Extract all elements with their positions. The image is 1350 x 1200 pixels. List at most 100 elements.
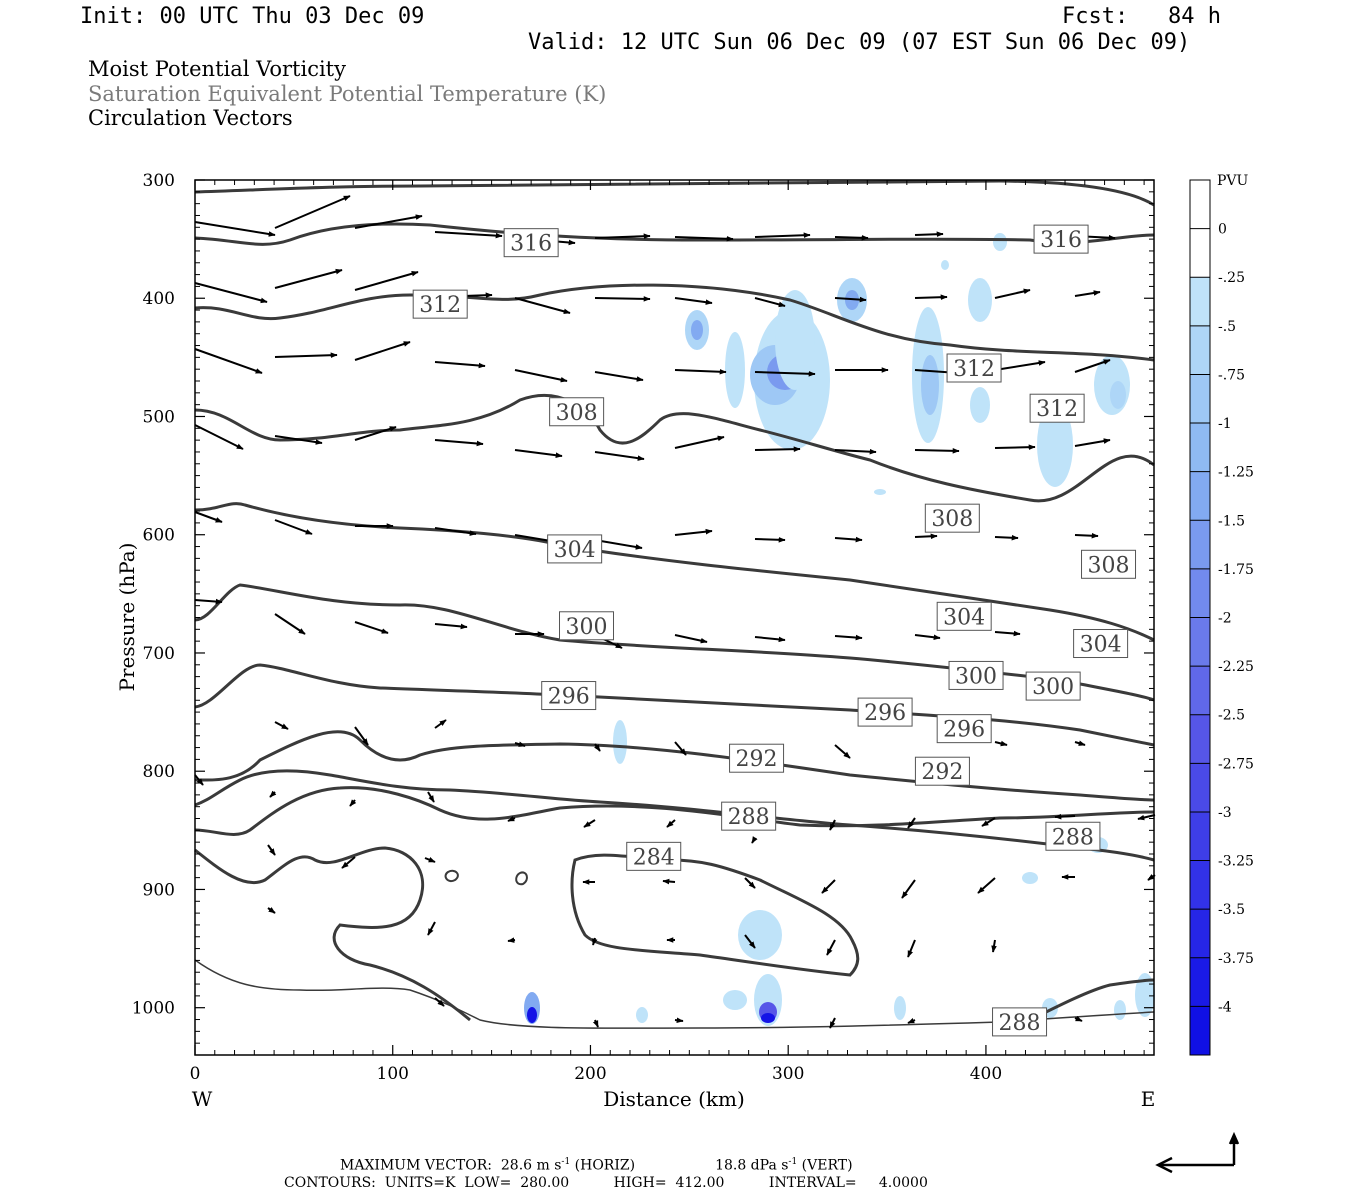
max-vector-text: MAXIMUM VECTOR: 28.6 m s-1 (HORIZ) 18.8 d… xyxy=(340,1157,853,1174)
vector-arrow xyxy=(349,799,357,807)
colorbar-swatch xyxy=(1190,763,1210,813)
colorbar-swatch xyxy=(1190,714,1210,764)
vector-arrow xyxy=(583,819,596,828)
vector-arrow xyxy=(821,879,836,894)
vector-arrow xyxy=(341,856,356,869)
axes: 0 100 200 300 400 300 400 500 600 700 800 900 1000 xyxy=(132,171,1154,1084)
reference-vector-icon xyxy=(1155,1131,1240,1174)
vector-arrow xyxy=(914,448,960,454)
contour-line xyxy=(194,786,1155,836)
contour-label: 288 xyxy=(992,1007,1048,1037)
vector-arrow xyxy=(594,371,644,382)
vector-arrow xyxy=(914,634,941,641)
circulation-vectors xyxy=(194,195,1156,1029)
colorbar-swatch xyxy=(1190,423,1210,473)
colorbar-tick-label: -3.5 xyxy=(1218,902,1245,918)
vector-arrow xyxy=(514,741,526,747)
mpv-shading xyxy=(524,233,1155,1026)
vector-arrow xyxy=(834,296,867,303)
colorbar-tick-label: -1.75 xyxy=(1218,562,1254,578)
y-tick-label: 900 xyxy=(143,880,175,900)
vector-arrow xyxy=(354,214,423,229)
vector-arrow xyxy=(194,221,276,237)
y-tick-label: 700 xyxy=(143,644,175,664)
vector-arrow xyxy=(914,231,944,238)
colorbar-units: PVU xyxy=(1217,173,1249,189)
vector-arrow xyxy=(514,369,568,383)
y-tick-label: 300 xyxy=(143,171,175,191)
vector-arrow xyxy=(274,268,343,289)
init-time: Init: 00 UTC Thu 03 Dec 09 xyxy=(80,4,425,29)
title-theta-es: Saturation Equivalent Potential Temperat… xyxy=(88,82,607,106)
vector-arrow xyxy=(907,1017,916,1024)
contour-label: 288 xyxy=(1045,821,1101,851)
vector-arrow xyxy=(434,997,445,1007)
colorbar-swatch xyxy=(1190,811,1210,862)
y-tick-label: 500 xyxy=(143,407,175,427)
contour-line xyxy=(194,502,1155,642)
vector-arrow xyxy=(754,446,801,452)
colorbar-swatch xyxy=(1190,957,1210,1007)
vector-arrow xyxy=(754,636,786,643)
vector-arrow xyxy=(434,439,484,447)
vector-arrow xyxy=(754,232,811,239)
vector-arrow xyxy=(674,1017,684,1023)
x-tick-label: 200 xyxy=(574,1064,606,1084)
contour-label: 316 xyxy=(503,228,559,258)
vector-arrow xyxy=(914,294,948,300)
y-tick-label: 600 xyxy=(143,526,175,546)
colorbar-tick-label: -.75 xyxy=(1218,367,1245,383)
vector-arrow xyxy=(594,539,643,550)
vector-arrow xyxy=(674,368,727,375)
valid-time: Valid: 12 UTC Sun 06 Dec 09 (07 EST Sun … xyxy=(528,30,1191,55)
vector-arrow xyxy=(826,939,836,956)
vector-arrow xyxy=(674,297,713,305)
x-tick-label: 300 xyxy=(772,1064,804,1084)
vector-arrow xyxy=(592,1019,599,1028)
contour-line xyxy=(194,222,1155,246)
vector-arrow xyxy=(434,361,486,369)
colorbar-tick-label: -4 xyxy=(1218,999,1232,1015)
x-tick-label: 100 xyxy=(377,1064,409,1084)
svg-text:296: 296 xyxy=(864,701,906,726)
colorbar-swatch xyxy=(1190,860,1210,910)
svg-text:300: 300 xyxy=(566,615,608,640)
vector-arrow xyxy=(674,435,725,449)
svg-text:288: 288 xyxy=(999,1011,1041,1036)
vector-arrow xyxy=(514,297,571,315)
colorbar-tick-label: -2 xyxy=(1218,611,1232,627)
colorbar-swatch xyxy=(1190,228,1210,278)
vector-arrow xyxy=(194,282,268,304)
vector-arrow xyxy=(981,817,996,827)
contour-label: 296 xyxy=(936,714,992,744)
vector-arrow xyxy=(914,533,938,540)
contour-label: 284 xyxy=(626,841,682,871)
vector-arrow xyxy=(194,774,204,786)
contour-line xyxy=(194,663,1155,747)
vector-arrow xyxy=(427,791,435,803)
vector-arrow xyxy=(1074,1015,1083,1022)
contour-label: 304 xyxy=(547,534,603,564)
contour-line xyxy=(515,871,528,886)
colorbar-swatch xyxy=(1190,1006,1210,1056)
theta-es-contours xyxy=(194,179,1155,1029)
svg-text:308: 308 xyxy=(556,401,598,426)
svg-text:304: 304 xyxy=(554,538,596,563)
vector-arrow xyxy=(194,598,223,605)
vector-arrow xyxy=(994,360,1046,371)
vector-arrow xyxy=(434,527,477,536)
vector-arrow xyxy=(674,741,687,756)
contour-label: 312 xyxy=(412,289,468,319)
colorbar: 0 -.25 -.5 -.75 -1 -1.25 -1.5 -1.75 -2 -2.25 -2.5 -… xyxy=(1189,179,1254,1056)
vector-arrow xyxy=(594,296,651,302)
svg-text:292: 292 xyxy=(736,747,778,772)
contour-label: 308 xyxy=(549,397,605,427)
vector-arrow xyxy=(354,426,397,441)
colorbar-swatch xyxy=(1190,909,1210,959)
vector-arrow xyxy=(829,819,836,831)
colorbar-swatch xyxy=(1190,471,1210,521)
colorbar-swatch xyxy=(1190,568,1210,618)
colorbar-tick-label: -2.75 xyxy=(1218,756,1254,772)
